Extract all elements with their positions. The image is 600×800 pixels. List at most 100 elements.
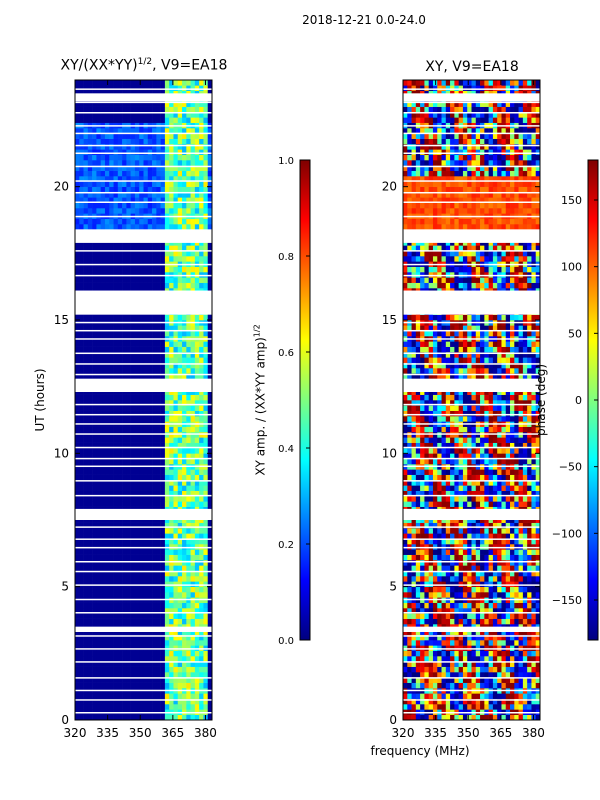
- heatmap-cell: [104, 341, 110, 347]
- heatmap-cell: [92, 224, 97, 230]
- heatmap-cell: [186, 485, 191, 491]
- heatmap-cell: [134, 448, 140, 454]
- heatmap-cell: [535, 666, 541, 673]
- heatmap-cell: [96, 405, 101, 411]
- heatmap-cell: [173, 368, 179, 374]
- heatmap-cell: [432, 704, 438, 710]
- heatmap-cell: [152, 570, 157, 577]
- heatmap-cell: [194, 154, 200, 161]
- heatmap-cell: [75, 128, 80, 134]
- heatmap-cell: [475, 661, 481, 667]
- heatmap-cell: [75, 106, 80, 113]
- heatmap-cell: [203, 208, 209, 214]
- heatmap-cell: [475, 677, 481, 683]
- colorbar-tick-label: 1.0: [278, 156, 294, 167]
- heatmap-cell: [134, 373, 140, 379]
- heatmap-cell: [92, 522, 97, 529]
- heatmap-cell: [182, 485, 187, 491]
- heatmap-cell: [92, 560, 97, 566]
- heatmap-cell: [203, 416, 209, 422]
- heatmap-cell: [199, 400, 204, 406]
- heatmap-cell: [156, 224, 161, 230]
- heatmap-cell: [186, 373, 191, 379]
- heatmap-cell: [122, 128, 127, 134]
- heatmap-cell: [152, 490, 157, 497]
- heatmap-cell: [122, 277, 127, 283]
- heatmap-cell: [190, 357, 196, 363]
- heatmap-cell: [92, 469, 97, 475]
- heatmap-cell: [147, 266, 153, 273]
- heatmap-cell: [143, 581, 149, 587]
- left-panel-title: XY/(XX*YY)1/2, V9=EA18: [44, 57, 244, 74]
- heatmap-cell: [143, 272, 149, 278]
- heatmap-cell: [531, 629, 537, 635]
- heatmap-cell: [531, 645, 537, 651]
- heatmap-cell: [475, 629, 481, 635]
- heatmap-cell: [104, 362, 110, 369]
- heatmap-cell: [134, 165, 140, 171]
- heatmap-cell: [501, 570, 507, 577]
- heatmap-cell: [199, 602, 204, 609]
- heatmap-cell: [432, 586, 438, 593]
- heatmap-cell: [207, 496, 213, 502]
- heatmap-cell: [173, 197, 179, 203]
- heatmap-cell: [437, 640, 442, 646]
- heatmap-cell: [182, 133, 187, 139]
- heatmap-cell: [139, 373, 144, 379]
- flagged-row: [75, 546, 212, 549]
- heatmap-cell: [139, 112, 144, 118]
- heatmap-cell: [100, 256, 106, 262]
- heatmap-cell: [143, 128, 149, 134]
- heatmap-cell: [497, 586, 502, 593]
- heatmap-cell: [194, 149, 200, 155]
- heatmap-cell: [83, 128, 89, 134]
- heatmap-cell: [488, 613, 494, 619]
- heatmap-cell: [117, 85, 123, 91]
- heatmap-cell: [139, 85, 144, 91]
- heatmap-cell: [79, 426, 84, 433]
- heatmap-cell: [100, 448, 106, 454]
- heatmap-cell: [75, 432, 80, 438]
- heatmap-cell: [207, 666, 213, 673]
- heatmap-cell: [428, 608, 434, 614]
- heatmap-cell: [147, 608, 153, 614]
- heatmap-cell: [147, 554, 153, 561]
- heatmap-cell: [182, 570, 187, 577]
- heatmap-cell: [403, 629, 408, 635]
- heatmap-cell: [182, 112, 187, 118]
- heatmap-cell: [164, 138, 170, 145]
- heatmap-cell: [117, 469, 123, 475]
- heatmap-cell: [156, 618, 161, 625]
- heatmap-cell: [156, 581, 161, 587]
- heatmap-cell: [109, 112, 114, 118]
- heatmap-cell: [420, 677, 425, 683]
- heatmap-cell: [100, 538, 106, 545]
- heatmap-cell: [407, 565, 412, 571]
- heatmap-cell: [475, 544, 481, 550]
- heatmap-cell: [117, 672, 123, 678]
- heatmap-cell: [445, 560, 451, 566]
- flagged-row: [75, 433, 212, 435]
- heatmap-cell: [147, 501, 153, 507]
- heatmap-cell: [92, 368, 97, 374]
- heatmap-cell: [100, 485, 106, 491]
- heatmap-cell: [79, 570, 84, 577]
- heatmap-cell: [535, 549, 541, 555]
- heatmap-cell: [126, 357, 131, 363]
- heatmap-cell: [126, 432, 131, 438]
- heatmap-cell: [505, 693, 511, 699]
- heatmap-cell: [75, 490, 80, 497]
- heatmap-cell: [428, 570, 434, 577]
- heatmap-cell: [122, 106, 127, 113]
- heatmap-cell: [104, 586, 110, 593]
- heatmap-cell: [190, 330, 196, 337]
- heatmap-cell: [122, 144, 127, 150]
- heatmap-cell: [147, 640, 153, 646]
- heatmap-cell: [79, 437, 84, 443]
- heatmap-cell: [113, 586, 119, 593]
- heatmap-cell: [143, 474, 149, 481]
- heatmap-cell: [415, 677, 421, 683]
- heatmap-cell: [458, 576, 464, 582]
- heatmap-cell: [437, 613, 442, 619]
- heatmap-cell: [471, 629, 477, 635]
